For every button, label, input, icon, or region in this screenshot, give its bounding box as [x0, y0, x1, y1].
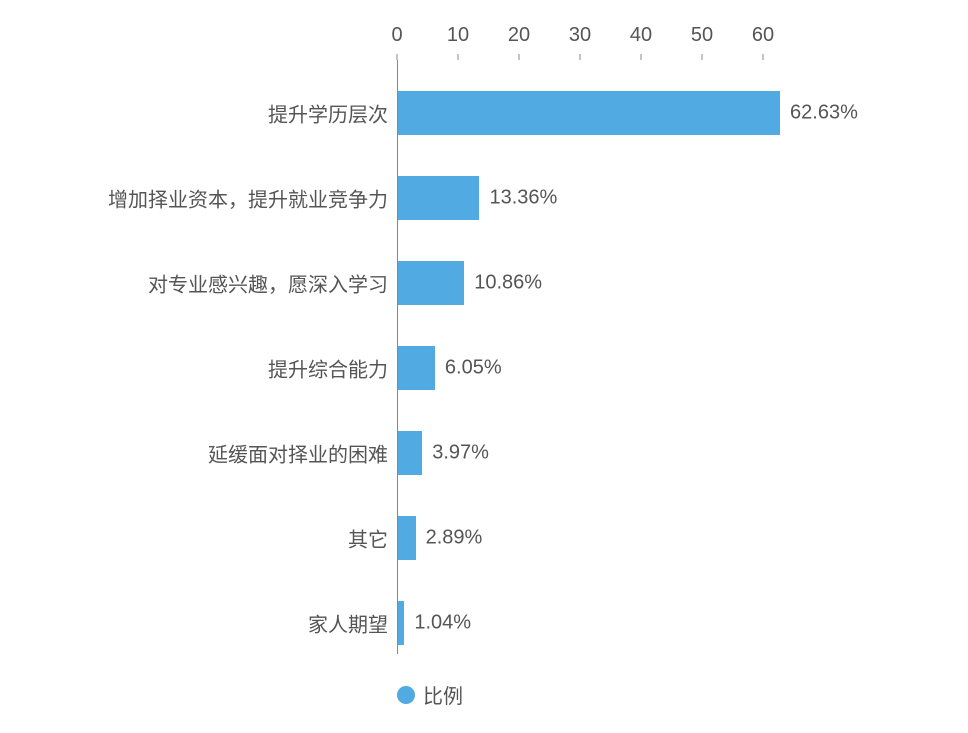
bar-rect — [398, 431, 422, 475]
bar-value-label: 13.36% — [489, 186, 557, 209]
axis-tick-label: 40 — [630, 24, 652, 47]
bar-category-label: 家人期望 — [308, 608, 388, 637]
bar-rect — [398, 516, 416, 560]
bar-category-label: 其它 — [348, 523, 388, 552]
axis-tick-mark — [763, 54, 764, 60]
legend-marker-icon — [397, 686, 415, 704]
bar-category-label: 提升综合能力 — [268, 353, 388, 382]
bar-row: 对专业感兴趣，愿深入学习 10.86% — [0, 240, 968, 325]
axis-tick-mark — [641, 54, 642, 60]
axis-tick-label: 30 — [569, 24, 591, 47]
axis-tick-mark — [702, 54, 703, 60]
bar-value-label: 1.04% — [414, 611, 471, 634]
bar-category-label: 提升学历层次 — [268, 98, 388, 127]
bar-value-label: 6.05% — [445, 356, 502, 379]
bar-row: 增加择业资本，提升就业竞争力 13.36% — [0, 155, 968, 240]
axis-tick-label: 0 — [391, 24, 402, 47]
bar-chart: 0 10 20 30 40 50 60 提升学历层次 62.63% 增加择业资本，提升就业竞争力… — [0, 0, 968, 733]
bar-rect — [398, 261, 464, 305]
bar-rect — [398, 91, 780, 135]
axis-tick-label: 10 — [447, 24, 469, 47]
axis-tick-label: 20 — [508, 24, 530, 47]
bar-row: 提升学历层次 62.63% — [0, 70, 968, 155]
axis-tick-label: 60 — [752, 24, 774, 47]
bar-rect — [398, 601, 404, 645]
bar-row: 其它 2.89% — [0, 495, 968, 580]
bar-value-label: 2.89% — [426, 526, 483, 549]
legend: 比例 — [397, 680, 463, 709]
axis-tick-mark — [458, 54, 459, 60]
bar-rect — [398, 346, 435, 390]
axis-tick-label: 50 — [691, 24, 713, 47]
bar-category-label: 对专业感兴趣，愿深入学习 — [148, 268, 388, 297]
legend-label: 比例 — [423, 680, 463, 709]
bar-category-label: 延缓面对择业的困难 — [208, 438, 388, 467]
axis-tick-mark — [519, 54, 520, 60]
bar-value-label: 62.63% — [790, 101, 858, 124]
bar-value-label: 3.97% — [432, 441, 489, 464]
bar-category-label: 增加择业资本，提升就业竞争力 — [108, 183, 388, 212]
bar-row: 延缓面对择业的困难 3.97% — [0, 410, 968, 495]
bar-rect — [398, 176, 479, 220]
axis-tick-mark — [580, 54, 581, 60]
bar-value-label: 10.86% — [474, 271, 542, 294]
bar-row: 家人期望 1.04% — [0, 580, 968, 665]
bar-row: 提升综合能力 6.05% — [0, 325, 968, 410]
